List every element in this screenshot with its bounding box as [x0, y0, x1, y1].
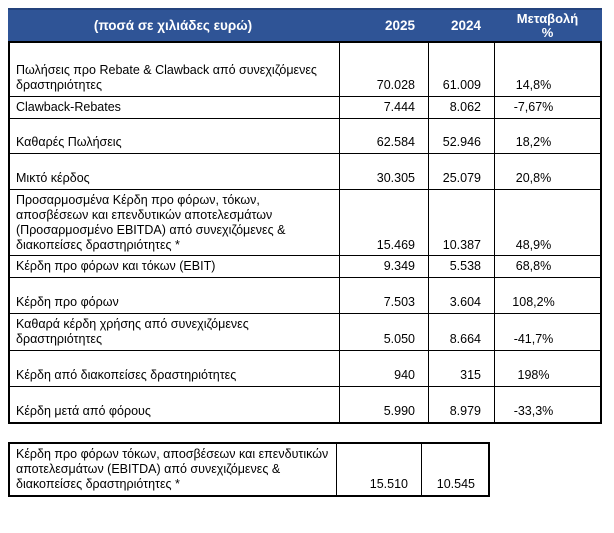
value-2024: 25.079	[428, 154, 494, 189]
row-label: Καθαρές Πωλήσεις	[16, 135, 122, 149]
table-row: Κέρδη προ φόρων και τόκων (EBIT) 9.349 5…	[10, 255, 600, 277]
table-row: Κέρδη από διακοπείσες δραστηριότητες 940…	[10, 350, 600, 386]
row-label: Κέρδη μετά από φόρους	[16, 404, 151, 418]
row-label: Καθαρά κέρδη χρήσης από συνεχιζόμενες δρ…	[16, 317, 249, 346]
value-2025: 62.584	[339, 119, 428, 153]
change-percent: 198%	[494, 351, 600, 386]
table-row: Κέρδη μετά από φόρους 5.990 8.979 -33,3%	[10, 386, 600, 422]
value-2025: 5.050	[339, 314, 428, 350]
value-2024: 3.604	[428, 278, 494, 313]
ebitda-total-table: Κέρδη προ φόρων τόκων, αποσβέσεων και επ…	[8, 442, 490, 497]
row-label: Clawback-Rebates	[16, 100, 121, 114]
header-col-2024: 2024	[450, 18, 481, 33]
table-row: Πωλήσεις προ Rebate & Clawback από συνεχ…	[10, 43, 600, 96]
table-row: Clawback-Rebates 7.444 8.062 -7,67%	[10, 96, 600, 118]
value-2024: 8.664	[428, 314, 494, 350]
change-percent: 48,9%	[494, 190, 600, 256]
value-2025: 30.305	[339, 154, 428, 189]
table-row: Καθαρές Πωλήσεις 62.584 52.946 18,2%	[10, 118, 600, 153]
value-2025: 7.503	[339, 278, 428, 313]
header-col-change: Μεταβολή %	[516, 10, 579, 40]
value-2025: 15.510	[336, 444, 421, 495]
row-label: Προσαρμοσμένα Κέρδη προ φόρων, τόκων, απ…	[16, 193, 286, 252]
row-label: Πωλήσεις προ Rebate & Clawback από συνεχ…	[16, 63, 317, 92]
value-2025: 5.990	[339, 387, 428, 422]
value-2024: 10.387	[428, 190, 494, 256]
change-percent: 20,8%	[494, 154, 600, 189]
change-percent: 18,2%	[494, 119, 600, 153]
value-2025: 7.444	[339, 97, 428, 118]
row-label: Μικτό κέρδος	[16, 171, 90, 185]
table-row: Κέρδη προ φόρων 7.503 3.604 108,2%	[10, 277, 600, 313]
value-2024: 315	[428, 351, 494, 386]
header-col-2025: 2025	[384, 18, 415, 33]
value-2025: 940	[339, 351, 428, 386]
table-row: Κέρδη προ φόρων τόκων, αποσβέσεων και επ…	[10, 444, 488, 495]
change-percent: 14,8%	[494, 43, 600, 96]
value-2025: 70.028	[339, 43, 428, 96]
header-units-label: (ποσά σε χιλιάδες ευρώ)	[93, 18, 253, 33]
row-label: Κέρδη προ φόρων και τόκων (EBIT)	[16, 259, 216, 273]
table-row: Προσαρμοσμένα Κέρδη προ φόρων, τόκων, απ…	[10, 189, 600, 256]
value-2025: 15.469	[339, 190, 428, 256]
row-label: Κέρδη προ φόρων τόκων, αποσβέσεων και επ…	[16, 447, 329, 491]
value-2024: 61.009	[428, 43, 494, 96]
table-body: Πωλήσεις προ Rebate & Clawback από συνεχ…	[8, 41, 602, 424]
income-statement-table: (ποσά σε χιλιάδες ευρώ) 2025 2024 Μεταβο…	[8, 8, 602, 497]
change-percent: 68,8%	[494, 256, 600, 277]
row-label: Κέρδη προ φόρων	[16, 295, 119, 309]
value-2024: 10.545	[421, 444, 488, 495]
value-2025: 9.349	[339, 256, 428, 277]
change-percent: -33,3%	[494, 387, 600, 422]
change-percent: -7,67%	[494, 97, 600, 118]
value-2024: 8.062	[428, 97, 494, 118]
change-percent: 108,2%	[494, 278, 600, 313]
table-header-row: (ποσά σε χιλιάδες ευρώ) 2025 2024 Μεταβο…	[8, 8, 602, 41]
change-percent: -41,7%	[494, 314, 600, 350]
table-row: Καθαρά κέρδη χρήσης από συνεχιζόμενες δρ…	[10, 313, 600, 350]
value-2024: 8.979	[428, 387, 494, 422]
value-2024: 52.946	[428, 119, 494, 153]
value-2024: 5.538	[428, 256, 494, 277]
row-label: Κέρδη από διακοπείσες δραστηριότητες	[16, 368, 237, 382]
table-row: Μικτό κέρδος 30.305 25.079 20,8%	[10, 153, 600, 189]
